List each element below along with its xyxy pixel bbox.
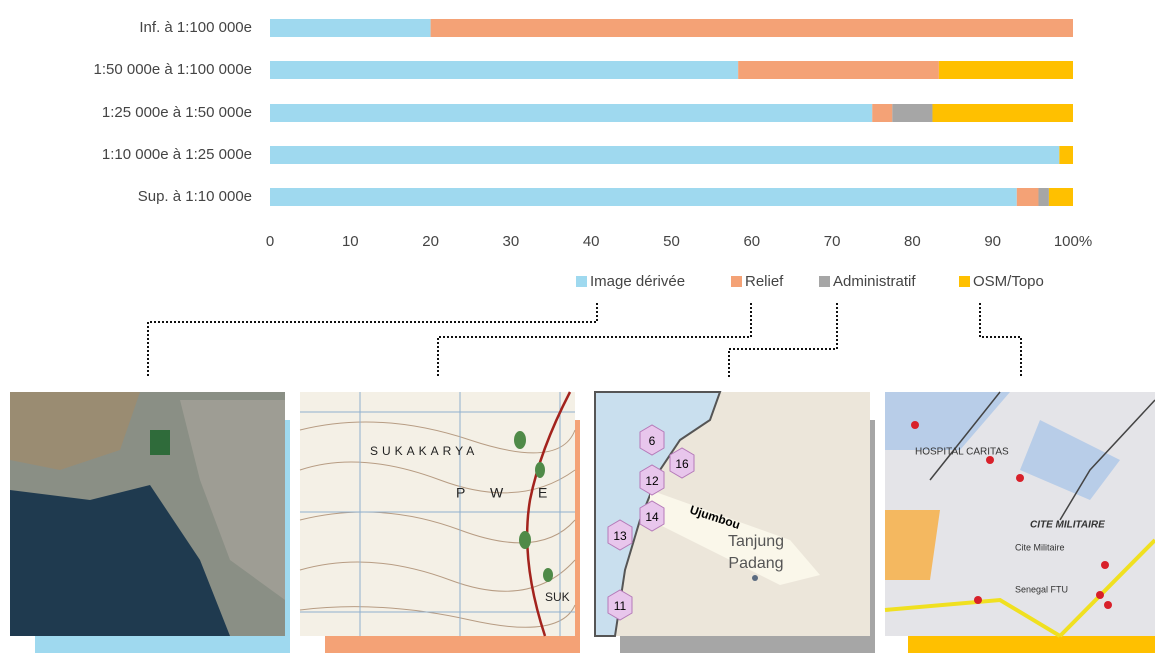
- legend-swatch: [731, 276, 742, 287]
- y-tick-label: 1:50 000e à 1:100 000e: [94, 61, 252, 78]
- map-label: 14: [645, 510, 659, 524]
- y-tick-label: 1:10 000e à 1:25 000e: [102, 146, 252, 163]
- x-tick-label: 10: [342, 233, 359, 250]
- x-tick-label: 40: [583, 233, 600, 250]
- x-tick-label: 60: [743, 233, 760, 250]
- bar-segment: [738, 61, 939, 79]
- bar-segment: [270, 19, 431, 37]
- x-tick-label: 70: [824, 233, 841, 250]
- connector: [979, 303, 1022, 378]
- map-label: CITE MILITAIRE: [1030, 520, 1105, 531]
- map-label: Cite Militaire: [1015, 542, 1065, 552]
- bar-segment: [430, 19, 1074, 37]
- topo-map: SUKAKARYA P W E SUK: [299, 391, 576, 637]
- x-tick-label: 30: [503, 233, 520, 250]
- map-label: SUK: [545, 590, 570, 604]
- map-panels: SUKAKARYA P W E SUK 6 16 12 14 13: [10, 303, 1155, 653]
- x-tick-label: 100%: [1054, 233, 1092, 250]
- legend-swatch: [959, 276, 970, 287]
- legend-label: Relief: [745, 273, 784, 290]
- bar-segment: [932, 104, 1073, 122]
- map-label: SUKAKARYA: [370, 444, 478, 458]
- x-tick-label: 90: [984, 233, 1001, 250]
- y-tick-label: Inf. à 1:100 000e: [139, 19, 252, 36]
- map-label: W: [490, 485, 504, 501]
- map-label: 12: [645, 474, 659, 488]
- connector: [728, 303, 838, 378]
- x-tick-label: 50: [663, 233, 680, 250]
- bar-segment: [1048, 188, 1073, 206]
- bar-segment: [270, 61, 739, 79]
- legend-swatch: [576, 276, 587, 287]
- legend-label: Administratif: [833, 273, 916, 290]
- legend-label: Image dérivée: [590, 273, 685, 290]
- bar-segment: [1059, 146, 1073, 164]
- x-tick-label: 80: [904, 233, 921, 250]
- bar-segment: [1016, 188, 1039, 206]
- bar-segment: [1038, 188, 1049, 206]
- bar-segment: [892, 104, 933, 122]
- map-label: HOSPITAL CARITAS: [915, 447, 1009, 458]
- bar-segment: [270, 146, 1060, 164]
- legend-label: OSM/Topo: [973, 273, 1044, 290]
- street-map: HOSPITAL CARITAS CITE MILITAIRE Cite Mil…: [884, 391, 1155, 638]
- map-label: Padang: [728, 555, 783, 572]
- bar-segment: [872, 104, 893, 122]
- map-label: 6: [649, 434, 656, 448]
- y-tick-label: Sup. à 1:10 000e: [138, 188, 252, 205]
- bar-segment: [938, 61, 1073, 79]
- map-label: 16: [675, 457, 689, 471]
- bar-segment: [270, 188, 1017, 206]
- x-tick-label: 0: [266, 233, 274, 250]
- map-label: 11: [614, 599, 627, 613]
- legend-swatch: [819, 276, 830, 287]
- map-label: Tanjung: [728, 533, 784, 550]
- map-label: Senegal FTU: [1015, 584, 1068, 594]
- map-label: E: [538, 485, 547, 501]
- satellite-map: [10, 392, 285, 636]
- map-label: 13: [613, 529, 627, 543]
- map-label: P: [456, 485, 465, 501]
- y-tick-label: 1:25 000e à 1:50 000e: [102, 104, 252, 121]
- grid-map: 6 16 12 14 13 11 Ujumbou Tanjung Padang: [594, 391, 870, 637]
- x-tick-label: 20: [422, 233, 439, 250]
- connector: [147, 303, 598, 378]
- connector: [437, 303, 752, 378]
- bar-segment: [270, 104, 873, 122]
